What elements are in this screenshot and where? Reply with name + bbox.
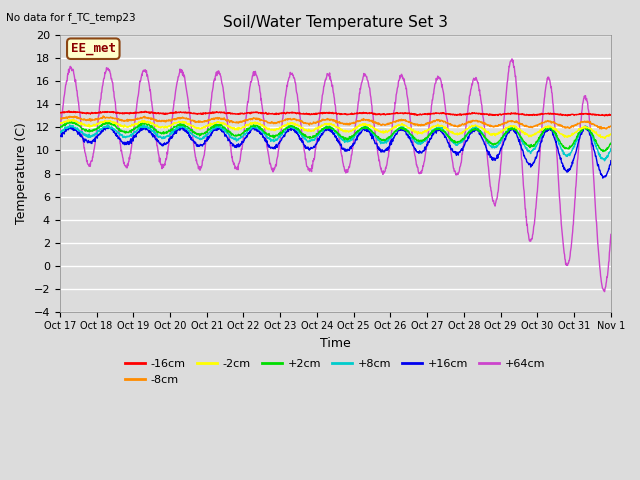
Text: No data for f_TC_temp23: No data for f_TC_temp23 (6, 12, 136, 23)
Title: Soil/Water Temperature Set 3: Soil/Water Temperature Set 3 (223, 15, 448, 30)
Legend: -16cm, -8cm, -2cm, +2cm, +8cm, +16cm, +64cm: -16cm, -8cm, -2cm, +2cm, +8cm, +16cm, +6… (121, 355, 550, 389)
Y-axis label: Temperature (C): Temperature (C) (15, 122, 28, 225)
Text: EE_met: EE_met (71, 42, 116, 55)
X-axis label: Time: Time (320, 337, 351, 350)
